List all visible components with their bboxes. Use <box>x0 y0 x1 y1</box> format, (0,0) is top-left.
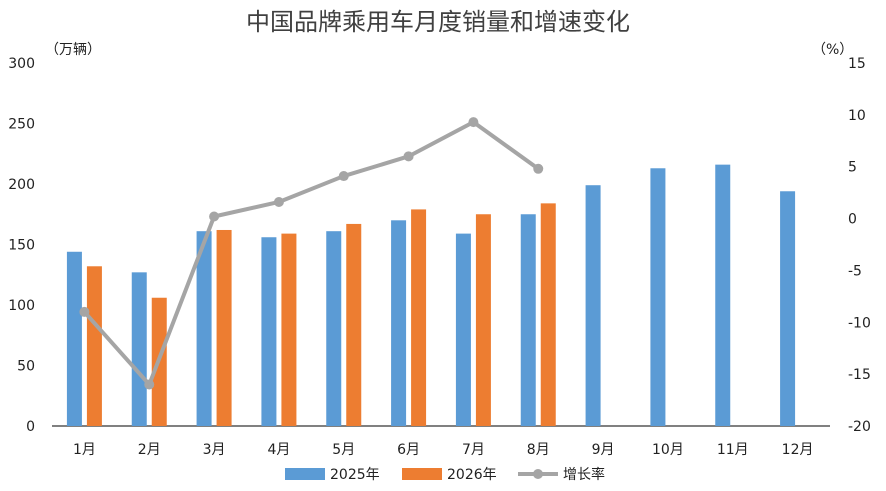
bar-2025年-1月 <box>66 251 82 426</box>
growth-point-4月 <box>273 196 284 207</box>
right-tick-label: -10 <box>848 315 871 331</box>
bar-2025年-4月 <box>261 237 277 426</box>
right-tick-labels: -20 -15 -10 -5 0 5 10 15 <box>848 56 871 435</box>
legend-swatch-2026年 <box>402 468 442 480</box>
growth-point-5月 <box>338 171 349 182</box>
legend-swatch-marker <box>533 469 543 479</box>
bar-2025年-6月 <box>391 220 407 426</box>
growth-line-path <box>82 120 540 387</box>
growth-line <box>79 117 544 390</box>
right-tick-label: -15 <box>848 367 871 383</box>
right-tick-label: 10 <box>848 108 866 124</box>
right-tick-label: -20 <box>848 419 871 435</box>
bar-2026年-8月 <box>540 203 556 426</box>
bar-2025年-3月 <box>196 231 212 426</box>
right-tick-label: 15 <box>848 56 866 72</box>
x-tick-label: 8月 <box>527 442 550 458</box>
right-tick-label: 5 <box>848 160 857 176</box>
x-tick-label: 2月 <box>138 442 161 458</box>
legend-label: 增长率 <box>563 466 605 483</box>
bar-2025年-11月 <box>715 164 731 426</box>
chart-title: 中国品牌乘用车月度销量和增速变化 <box>246 8 630 36</box>
legend-label: 2026年 <box>447 467 497 483</box>
left-tick-label: 50 <box>17 359 35 375</box>
bar-2026年-5月 <box>346 223 362 426</box>
left-tick-label: 150 <box>8 238 35 254</box>
growth-point-7月 <box>468 117 479 128</box>
bar-2026年-3月 <box>216 229 232 426</box>
bar-2025年-10月 <box>650 168 666 426</box>
bar-2025年-8月 <box>520 214 536 426</box>
x-tick-label: 12月 <box>782 442 814 458</box>
bar-2026年-4月 <box>281 233 297 426</box>
legend-swatch-2025年 <box>285 468 325 480</box>
bar-2026年-7月 <box>475 214 491 426</box>
x-tick-label: 6月 <box>397 442 420 458</box>
growth-point-8月 <box>533 163 544 174</box>
right-tick-label: -5 <box>848 263 862 279</box>
x-tick-label: 9月 <box>592 442 615 458</box>
growth-point-1月 <box>79 306 90 317</box>
bar-2025年-9月 <box>585 185 601 426</box>
bar-2025年-7月 <box>455 233 471 426</box>
left-tick-label: 300 <box>8 56 35 72</box>
x-tick-label: 3月 <box>203 442 226 458</box>
x-tick-label: 1月 <box>73 442 96 458</box>
bar-2025年-12月 <box>780 191 796 426</box>
left-tick-label: 0 <box>26 419 35 435</box>
left-tick-label: 200 <box>8 177 35 193</box>
left-tick-label: 250 <box>8 117 35 133</box>
growth-point-2月 <box>144 379 155 390</box>
x-tick-label: 5月 <box>332 442 355 458</box>
right-axis-unit: （%） <box>812 42 853 58</box>
legend-label: 2025年 <box>330 467 380 483</box>
bars <box>66 164 796 426</box>
left-axis-unit: （万辆） <box>45 42 101 58</box>
right-tick-label: 0 <box>848 212 857 228</box>
growth-point-3月 <box>209 211 220 222</box>
x-tick-label: 11月 <box>717 442 749 458</box>
bar-2026年-1月 <box>86 266 102 426</box>
x-tick-label: 10月 <box>652 442 684 458</box>
bar-2026年-6月 <box>411 209 427 426</box>
left-tick-labels: 0 50 100 150 200 250 300 <box>8 56 35 435</box>
bar-2025年-5月 <box>326 231 342 426</box>
left-tick-label: 100 <box>8 298 35 314</box>
x-tick-labels: 1月 2月 3月 4月 5月 6月 7月 8月 9月 10月 11月 12月 <box>73 442 814 458</box>
x-tick-label: 4月 <box>267 442 290 458</box>
legend: 2025年 2026年 增长率 <box>285 466 605 483</box>
x-tick-label: 7月 <box>462 442 485 458</box>
growth-point-6月 <box>403 151 414 162</box>
bar-2025年-2月 <box>131 272 147 426</box>
